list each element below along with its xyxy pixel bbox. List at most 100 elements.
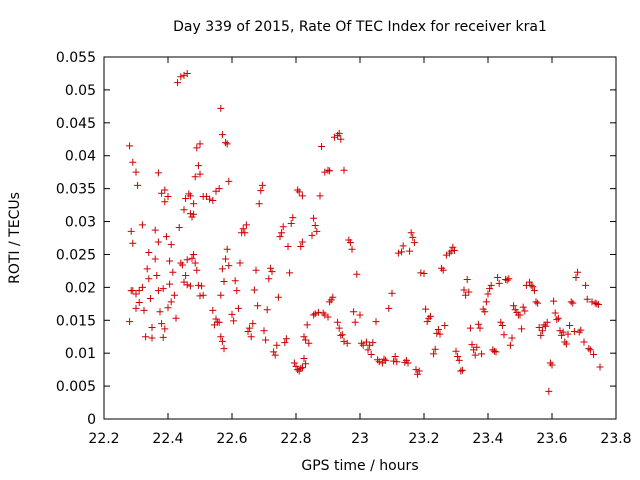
data-point	[450, 247, 458, 255]
data-point	[474, 320, 482, 328]
data-point	[209, 306, 217, 314]
data-point	[582, 281, 590, 289]
data-point	[510, 302, 518, 310]
data-point	[305, 339, 313, 347]
data-point	[190, 250, 198, 258]
data-point	[250, 286, 258, 294]
data-point	[406, 247, 414, 255]
data-point	[154, 169, 162, 177]
data-point	[244, 327, 252, 335]
data-point	[126, 142, 134, 150]
data-point	[196, 170, 204, 178]
data-point	[594, 300, 602, 308]
data-point	[193, 144, 201, 152]
data-point	[311, 310, 319, 318]
x-tick-label: 23.2	[408, 431, 439, 447]
data-point	[241, 229, 249, 237]
data-point	[127, 227, 135, 235]
data-point	[535, 324, 543, 332]
data-point	[190, 210, 198, 218]
data-point	[516, 311, 524, 319]
data-point	[559, 328, 567, 336]
data-point	[500, 331, 508, 339]
data-point	[417, 269, 425, 277]
data-point	[338, 331, 346, 339]
data-point	[255, 200, 263, 208]
data-point	[270, 348, 278, 356]
data-point	[297, 364, 305, 372]
x-tick-label: 22.6	[216, 431, 247, 447]
data-point	[148, 324, 156, 332]
data-point	[407, 229, 415, 237]
data-point	[527, 281, 535, 289]
data-point	[518, 325, 526, 333]
data-point	[393, 358, 401, 366]
chart-title: Day 339 of 2015, Rate Of TEC Index for r…	[173, 19, 547, 35]
data-point	[463, 275, 471, 283]
data-point	[530, 287, 538, 295]
data-point	[490, 347, 498, 355]
data-point	[180, 206, 188, 214]
axis-ticks	[103, 56, 617, 420]
data-point	[182, 195, 190, 203]
data-point	[526, 278, 534, 286]
data-point	[295, 188, 303, 196]
data-point	[298, 192, 306, 200]
data-point	[206, 195, 214, 203]
data-point	[191, 259, 199, 267]
data-point	[351, 318, 359, 326]
data-point	[132, 304, 140, 312]
data-point	[145, 248, 153, 256]
data-point	[494, 273, 502, 281]
data-point	[353, 270, 361, 278]
data-point	[580, 338, 588, 346]
data-point	[169, 268, 177, 276]
data-point	[231, 277, 239, 285]
data-point	[310, 311, 318, 319]
data-point	[138, 221, 146, 229]
data-point	[375, 358, 383, 366]
data-point	[225, 177, 233, 185]
data-point	[335, 129, 343, 137]
data-point	[502, 275, 510, 283]
data-point	[158, 189, 166, 197]
data-point	[199, 291, 207, 299]
data-point	[294, 366, 302, 374]
data-point	[223, 245, 231, 253]
data-point	[138, 283, 146, 291]
data-point	[246, 324, 254, 332]
data-point	[364, 346, 372, 354]
data-point	[193, 266, 201, 274]
data-point	[521, 307, 529, 315]
data-point	[222, 139, 230, 147]
data-point	[247, 333, 255, 341]
data-point	[159, 285, 167, 293]
data-point	[505, 275, 513, 283]
data-point	[286, 269, 294, 277]
data-point	[239, 225, 247, 233]
data-point	[175, 223, 183, 231]
data-point	[145, 275, 153, 283]
data-point	[228, 310, 236, 318]
data-point	[135, 299, 143, 307]
data-point	[186, 192, 194, 200]
data-point	[166, 280, 174, 288]
data-point	[439, 266, 447, 274]
data-point	[422, 305, 430, 313]
data-point	[367, 350, 375, 358]
data-point	[478, 350, 486, 358]
data-point	[198, 282, 206, 290]
data-point	[591, 299, 599, 307]
data-point	[161, 325, 169, 333]
data-point	[164, 193, 172, 201]
data-point	[562, 340, 570, 348]
data-point	[218, 131, 226, 139]
data-point	[519, 303, 527, 311]
x-axis-label: GPS time / hours	[301, 458, 418, 474]
data-point	[506, 341, 514, 349]
data-point	[252, 266, 260, 274]
data-point	[430, 350, 438, 358]
data-point	[260, 327, 268, 335]
data-point	[537, 331, 545, 339]
